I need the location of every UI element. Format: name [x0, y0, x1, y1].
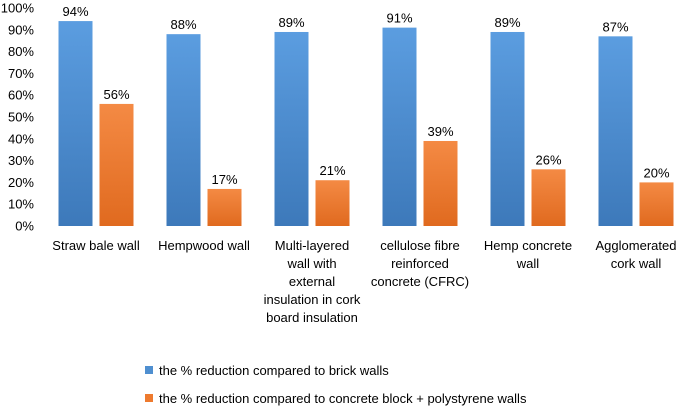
y-tick-label: 0%: [15, 219, 34, 234]
y-tick-label: 70%: [8, 66, 34, 81]
category-label-line: Hemp concrete: [484, 238, 572, 253]
bar-chart: 0% 10% 20% 30% 40% 50% 60% 70% 80% 90% 100% 94% 56%…: [1, 1, 677, 326]
data-label: 94%: [62, 4, 88, 19]
data-label: 91%: [386, 11, 412, 26]
bars: [58, 21, 674, 227]
category-label: Hempwood wall: [158, 238, 250, 253]
category-label-line: wall: [516, 256, 540, 271]
bar: [58, 21, 93, 226]
bar: [274, 31, 309, 227]
category-label-line: insulation in cork: [264, 292, 361, 307]
category-label: cellulose fibre reinforced concrete (CFRC): [371, 238, 469, 289]
category-label-line: external: [289, 274, 335, 289]
y-tick-label: 10%: [8, 197, 34, 212]
category-label-line: board insulation: [266, 310, 358, 325]
bar: [99, 103, 134, 226]
y-axis: 0% 10% 20% 30% 40% 50% 60% 70% 80% 90% 100%: [1, 1, 35, 234]
y-tick-label: 60%: [8, 88, 34, 103]
category-label-line: Hempwood wall: [158, 238, 250, 253]
bar: [166, 34, 201, 226]
y-tick-label: 50%: [8, 110, 34, 125]
data-labels: 94% 56% 88% 17% 89% 21% 91% 39% 89% 26% 87% 20%: [62, 4, 669, 187]
category-label-line: cellulose fibre: [380, 238, 460, 253]
bar: [531, 169, 566, 226]
category-label-line: Agglomerated: [596, 238, 677, 253]
data-label: 88%: [170, 17, 196, 32]
bar: [490, 31, 525, 227]
data-label: 89%: [494, 15, 520, 30]
category-label: Hemp concrete wall: [484, 238, 572, 271]
legend-item-concrete: the % reduction compared to concrete blo…: [145, 390, 526, 406]
y-tick-label: 40%: [8, 131, 34, 146]
data-label: 56%: [103, 87, 129, 102]
data-label: 20%: [643, 165, 669, 180]
bar: [598, 36, 633, 227]
legend-swatch-concrete: [145, 394, 153, 402]
category-label-line: Multi-layered: [275, 238, 349, 253]
bar: [639, 182, 674, 226]
category-label: Straw bale wall: [52, 238, 140, 253]
bar: [315, 180, 350, 226]
category-label-line: concrete (CFRC): [371, 274, 469, 289]
y-tick-label: 80%: [8, 44, 34, 59]
bar: [207, 188, 242, 226]
data-label: 17%: [211, 172, 237, 187]
data-label: 39%: [427, 124, 453, 139]
y-tick-label: 30%: [8, 153, 34, 168]
data-label: 21%: [319, 163, 345, 178]
data-label: 26%: [535, 152, 561, 167]
category-label-line: Straw bale wall: [52, 238, 140, 253]
legend: the % reduction compared to brick walls …: [145, 362, 526, 418]
y-tick-label: 100%: [1, 1, 35, 16]
bar: [382, 27, 417, 227]
category-label-line: cork wall: [611, 256, 662, 271]
category-label: Agglomerated cork wall: [596, 238, 677, 271]
bar: [423, 140, 458, 226]
y-tick-label: 20%: [8, 175, 34, 190]
category-label: Multi-layered wall with external insulation…: [264, 238, 361, 325]
category-label-line: wall with: [286, 256, 336, 271]
legend-label-brick: the % reduction compared to brick walls: [159, 362, 389, 378]
legend-swatch-brick: [145, 366, 153, 374]
y-tick-label: 90%: [8, 22, 34, 37]
category-labels: Straw bale wall Hempwood wall Multi-layere…: [52, 238, 676, 325]
legend-item-brick: the % reduction compared to brick walls: [145, 362, 526, 378]
category-label-line: reinforced: [391, 256, 449, 271]
legend-label-concrete: the % reduction compared to concrete blo…: [159, 390, 527, 406]
data-label: 87%: [602, 19, 628, 34]
data-label: 89%: [278, 15, 304, 30]
